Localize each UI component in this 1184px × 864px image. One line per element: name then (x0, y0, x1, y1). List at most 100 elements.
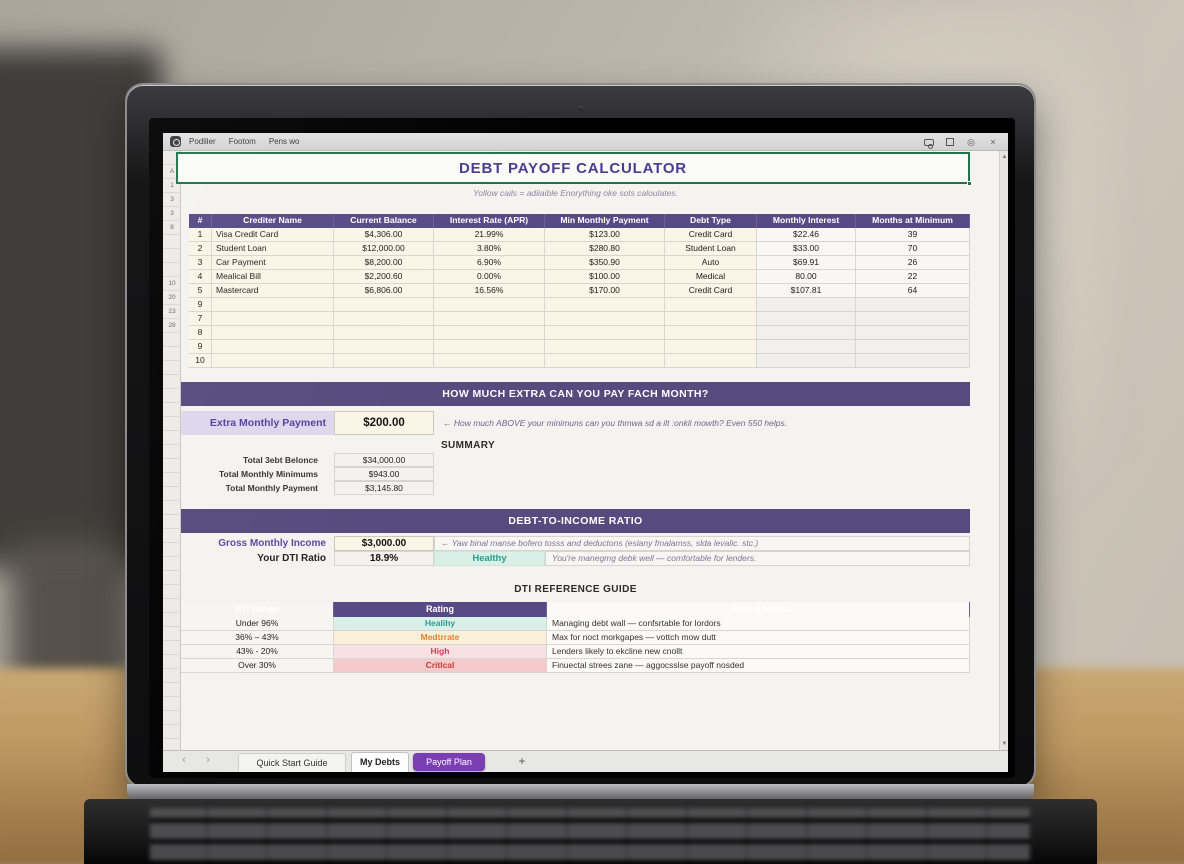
debt-cell-rate[interactable]: 0.00% (434, 270, 545, 284)
debt-cell-min_payment[interactable] (545, 312, 665, 326)
debt-cell-rate[interactable] (434, 326, 545, 340)
debt-cell-n[interactable]: 10 (189, 354, 212, 368)
debt-cell-min_payment[interactable]: $100.00 (545, 270, 665, 284)
debt-cell-type[interactable] (665, 312, 757, 326)
tab-back-arrow[interactable]: ‹ (182, 754, 186, 766)
vertical-scrollbar[interactable]: ▲ ▼ (999, 151, 1008, 750)
debt-cell-interest[interactable] (757, 312, 856, 326)
debt-cell-months[interactable]: 39 (856, 228, 970, 242)
debt-cell-name[interactable] (212, 298, 334, 312)
debt-cell-type[interactable] (665, 326, 757, 340)
debt-cell-name[interactable] (212, 312, 334, 326)
menu-item-1[interactable]: Podliler (189, 137, 216, 146)
debt-cell-months[interactable] (856, 326, 970, 340)
debt-cell-months[interactable]: 64 (856, 284, 970, 298)
debt-cell-balance[interactable] (334, 354, 434, 368)
tab-quick-start-guide[interactable]: Quick Start Guide (238, 753, 346, 772)
debt-cell-min_payment[interactable] (545, 354, 665, 368)
tab-payoff-plan[interactable]: Payoff Plan (413, 753, 485, 771)
debt-cell-n[interactable]: 2 (189, 242, 212, 256)
debt-cell-n[interactable]: 1 (189, 228, 212, 242)
debt-cell-min_payment[interactable]: $170.00 (545, 284, 665, 298)
debt-cell-months[interactable]: 70 (856, 242, 970, 256)
debt-cell-interest[interactable]: $69.91 (757, 256, 856, 270)
selection-handle[interactable] (967, 181, 972, 186)
debt-cell-balance[interactable]: $4,306.00 (334, 228, 434, 242)
menu-item-2[interactable]: Footom (228, 137, 256, 146)
debt-cell-interest[interactable] (757, 298, 856, 312)
debt-cell-n[interactable]: 4 (189, 270, 212, 284)
debt-cell-rate[interactable] (434, 312, 545, 326)
debt-cell-balance[interactable]: $12,000.00 (334, 242, 434, 256)
tab-forward-arrow[interactable]: › (206, 754, 210, 766)
debt-cell-n[interactable]: 8 (189, 326, 212, 340)
debt-cell-interest[interactable] (757, 340, 856, 354)
maximize-icon[interactable] (946, 138, 954, 146)
debt-cell-rate[interactable]: 3.80% (434, 242, 545, 256)
debt-cell-name[interactable] (212, 326, 334, 340)
debt-cell-name[interactable]: Student Loan (212, 242, 334, 256)
debt-cell-n[interactable]: 9 (189, 340, 212, 354)
debt-cell-type[interactable] (665, 340, 757, 354)
debt-cell-balance[interactable]: $2,200.60 (334, 270, 434, 284)
gross-income-input[interactable]: $3,000.00 (334, 536, 434, 551)
debt-cell-balance[interactable] (334, 326, 434, 340)
debt-cell-name[interactable]: Car Payment (212, 256, 334, 270)
debt-cell-n[interactable]: 5 (189, 284, 212, 298)
debt-cell-name[interactable]: Mealical Bill (212, 270, 334, 284)
debt-cell-interest[interactable]: $33.00 (757, 242, 856, 256)
debt-cell-months[interactable]: 26 (856, 256, 970, 270)
title-cell-selected[interactable]: DEBT PAYOFF CALCULATOR (176, 152, 972, 186)
debt-cell-min_payment[interactable] (545, 340, 665, 354)
debt-cell-months[interactable] (856, 340, 970, 354)
camera-icon[interactable] (924, 139, 934, 149)
debt-cell-balance[interactable] (334, 298, 434, 312)
debt-cell-type[interactable]: Student Loan (665, 242, 757, 256)
debt-cell-min_payment[interactable]: $280.80 (545, 242, 665, 256)
debt-cell-balance[interactable] (334, 340, 434, 354)
debt-cell-rate[interactable]: 21.99% (434, 228, 545, 242)
debt-cell-balance[interactable]: $8,200.00 (334, 256, 434, 270)
debt-cell-type[interactable]: Auto (665, 256, 757, 270)
debt-cell-type[interactable]: Medical (665, 270, 757, 284)
debt-cell-name[interactable] (212, 354, 334, 368)
debt-cell-n[interactable]: 7 (189, 312, 212, 326)
scroll-down-icon[interactable]: ▼ (1001, 741, 1008, 747)
debt-cell-interest[interactable] (757, 326, 856, 340)
debt-cell-name[interactable]: Mastercard (212, 284, 334, 298)
debt-cell-name[interactable]: Visa Credit Card (212, 228, 334, 242)
menu-item-3[interactable]: Pens wo (268, 137, 300, 146)
debt-cell-name[interactable] (212, 340, 334, 354)
debt-cell-months[interactable] (856, 298, 970, 312)
debt-cell-interest[interactable]: $107.81 (757, 284, 856, 298)
debt-cell-months[interactable]: 22 (856, 270, 970, 284)
add-sheet-button[interactable]: + (518, 754, 526, 768)
debt-cell-type[interactable]: Credit Card (665, 284, 757, 298)
debt-cell-rate[interactable]: 6.90% (434, 256, 545, 270)
tab-my-debts[interactable]: My Debts (351, 752, 409, 772)
debt-cell-min_payment[interactable]: $123.00 (545, 228, 665, 242)
debt-cell-interest[interactable] (757, 354, 856, 368)
extra-payment-input[interactable]: $200.00 (334, 411, 434, 435)
debt-cell-type[interactable] (665, 298, 757, 312)
close-icon[interactable]: × (990, 136, 996, 147)
scroll-up-icon[interactable]: ▲ (1001, 154, 1008, 160)
debt-cell-type[interactable]: Credit Card (665, 228, 757, 242)
debt-cell-rate[interactable] (434, 298, 545, 312)
debt-cell-min_payment[interactable]: $350.90 (545, 256, 665, 270)
debt-cell-months[interactable] (856, 312, 970, 326)
debt-cell-rate[interactable]: 16.56% (434, 284, 545, 298)
debt-cell-min_payment[interactable] (545, 298, 665, 312)
debt-cell-balance[interactable]: $6,806.00 (334, 284, 434, 298)
debt-cell-min_payment[interactable] (545, 326, 665, 340)
debt-cell-n[interactable]: 3 (189, 256, 212, 270)
debt-cell-interest[interactable]: 80.00 (757, 270, 856, 284)
debt-cell-rate[interactable] (434, 354, 545, 368)
debt-cell-balance[interactable] (334, 312, 434, 326)
debt-cell-interest[interactable]: $22.46 (757, 228, 856, 242)
debt-cell-type[interactable] (665, 354, 757, 368)
settings-gear-icon[interactable]: ◎ (967, 136, 975, 147)
debt-cell-rate[interactable] (434, 340, 545, 354)
debt-cell-months[interactable] (856, 354, 970, 368)
debt-cell-n[interactable]: 9 (189, 298, 212, 312)
